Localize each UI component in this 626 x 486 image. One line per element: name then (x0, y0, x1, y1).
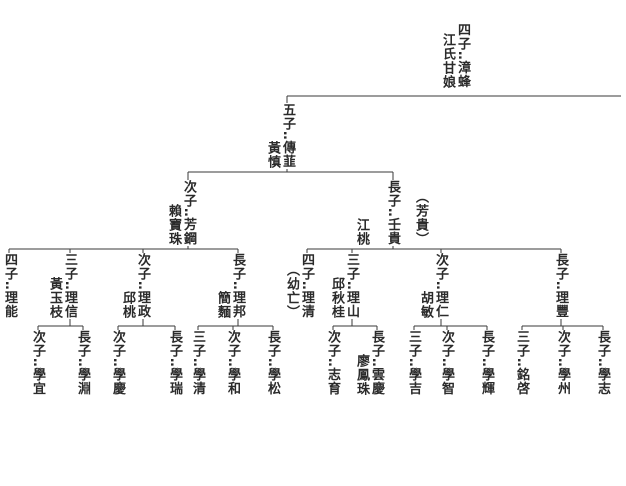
member-name: 長子‥學瑞 (167, 330, 182, 396)
member-name: 四子‥理能 (2, 253, 17, 319)
node-lixin: 黃玉枝 三子‥理信 (47, 253, 77, 319)
spouse-name: 江氏甘娘 (440, 32, 455, 89)
node-xuezhi-b: 次子‥學智 (439, 330, 454, 396)
spouse-name: 黃玉枝 (47, 276, 62, 319)
member-name: 五子‥傳韮 (280, 103, 295, 169)
member-name: 長子‥理邦 (230, 253, 245, 319)
member-name: 長子‥學淵 (75, 330, 90, 396)
member-name: 長子‥壬貴 (385, 180, 400, 246)
member-name: 三子‥學清 (190, 330, 205, 396)
spouse-name: 黃慎 (265, 140, 280, 169)
node-liqing: （幼亡） 四子‥理清 (284, 253, 314, 319)
node-libang: 簡麵 長子‥理邦 (215, 253, 245, 319)
node-xuerui: 長子‥學瑞 (167, 330, 182, 396)
node-xueyi: 次子‥學宜 (30, 330, 45, 396)
spouse-name: 簡麵 (215, 290, 230, 319)
spouse-name: 江桃 (354, 217, 369, 246)
spouse-name: 廖鳳珠 (354, 353, 369, 396)
spouse-name: 邱秋桂 (329, 276, 344, 319)
node-xuehui: 長子‥學輝 (479, 330, 494, 396)
node-xueji: 三子‥學吉 (406, 330, 421, 396)
member-name: 長子‥學松 (265, 330, 280, 396)
member-name: 三子‥學吉 (406, 330, 421, 396)
node-xuehe: 次子‥學和 (225, 330, 240, 396)
member-name: 次子‥學宜 (30, 330, 45, 396)
member-name: 次子‥學和 (225, 330, 240, 396)
node-zhangfeng: 江氏甘娘 四子‥漳蜂 (440, 23, 470, 89)
member-name: 三子‥理信 (62, 253, 77, 319)
alias-note: （芳貴） (413, 189, 428, 246)
node-xuezhi-a: 長子‥學志 (595, 330, 610, 396)
spouse-name: 胡敏 (418, 290, 433, 319)
node-yunqing: 廖鳳珠 長子‥雲慶 (354, 330, 384, 396)
member-name: 四子‥漳蜂 (455, 23, 470, 89)
member-name: 長子‥學志 (595, 330, 610, 396)
member-name: 三子‥理山 (344, 253, 359, 319)
member-name: 次子‥理政 (135, 253, 150, 319)
member-name: 次子‥志育 (325, 330, 340, 396)
member-name: 三子‥銘啓 (514, 330, 529, 396)
node-xuezhou: 次子‥學州 (555, 330, 570, 396)
node-lishan: 邱秋桂 三子‥理山 (329, 253, 359, 319)
node-lifeng: 長子‥理豐 (553, 253, 568, 319)
spouse-name: 邱桃 (120, 290, 135, 319)
node-fanggang: 賴寶珠 次子‥芳鋼 (166, 180, 196, 246)
node-liren: 胡敏 次子‥理仁 (418, 253, 448, 319)
member-name: 次子‥學智 (439, 330, 454, 396)
node-mingqi: 三子‥銘啓 (514, 330, 529, 396)
member-name: 長子‥學輝 (479, 330, 494, 396)
node-xueqing-b: 次子‥學慶 (110, 330, 125, 396)
member-name: 次子‥芳鋼 (181, 180, 196, 246)
node-lineng: 四子‥理能 (2, 253, 17, 319)
node-xueyuan: 長子‥學淵 (75, 330, 90, 396)
member-name: 四子‥理清 (299, 253, 314, 319)
died-young-note: （幼亡） (284, 262, 299, 319)
member-name: 次子‥學慶 (110, 330, 125, 396)
member-name: 長子‥雲慶 (369, 330, 384, 396)
node-zhiyu: 次子‥志育 (325, 330, 340, 396)
node-xuesong: 長子‥學松 (265, 330, 280, 396)
member-name: 次子‥學州 (555, 330, 570, 396)
node-xueqing-a: 三子‥學清 (190, 330, 205, 396)
member-name: 長子‥理豐 (553, 253, 568, 319)
connector-path (8, 95, 621, 330)
node-rengui: 江桃 長子‥壬貴 （芳貴） (354, 180, 428, 246)
node-chuanjiu: 黃慎 五子‥傳韮 (265, 103, 295, 169)
spouse-name: 賴寶珠 (166, 203, 181, 246)
node-lizheng: 邱桃 次子‥理政 (120, 253, 150, 319)
member-name: 次子‥理仁 (433, 253, 448, 319)
